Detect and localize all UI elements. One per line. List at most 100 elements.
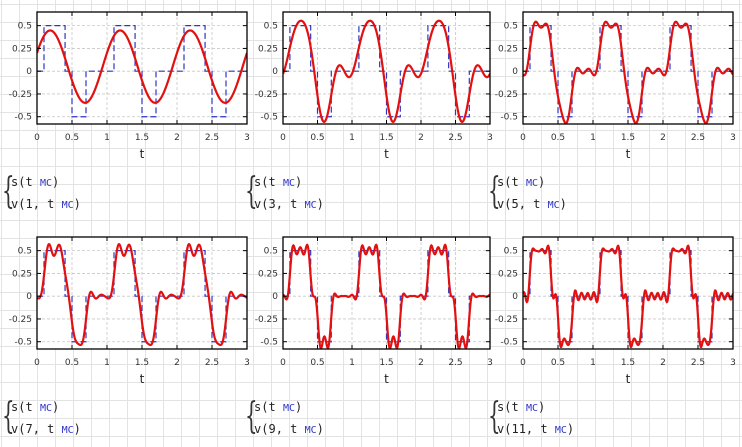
- x-tick-label: 3: [487, 133, 493, 143]
- formula-line-s: s(t MC): [11, 175, 60, 189]
- fourier-series-v: [523, 244, 733, 349]
- y-tick-label: -0.25: [9, 315, 32, 325]
- brace-icon: {: [488, 396, 501, 437]
- x-axis-label: t: [384, 372, 389, 386]
- y-tick-label: -0.25: [495, 90, 518, 100]
- formula-line-v: v(11, t MC): [497, 422, 575, 436]
- chart-svg: 0 0.5 1 1.5 2 2.5 3 0.5 0.25 0 -0.25 -0.5 t: [9, 11, 250, 161]
- x-tick-label: 1.5: [135, 358, 149, 368]
- x-axis-label: t: [140, 147, 145, 161]
- fourier-series-v: [283, 19, 490, 124]
- brace-icon: {: [245, 396, 258, 437]
- x-tick-label: 0: [520, 358, 526, 368]
- x-axis-label: t: [626, 147, 631, 161]
- y-tick-label: 0: [272, 67, 278, 77]
- y-tick-label: 0.25: [498, 44, 518, 54]
- x-tick-label: 2.5: [691, 133, 705, 143]
- x-axis-label: t: [140, 372, 145, 386]
- formula-line-v: v(1, t MC): [11, 197, 81, 211]
- y-tick-label: 0: [512, 67, 518, 77]
- y-tick-label: -0.5: [260, 338, 278, 348]
- x-tick-label: 2.5: [448, 133, 462, 143]
- formula-line-s: s(t MC): [497, 175, 546, 189]
- plot-v5[interactable]: 0 0.5 1 1.5 2 2.5 3 0.5 0.25 0 -0.25 -0.5 t: [495, 11, 736, 161]
- x-tick-label: 2: [418, 358, 424, 368]
- y-tick-label: 0.25: [258, 44, 278, 54]
- x-tick-label: 0: [34, 358, 40, 368]
- x-tick-label: 0.5: [310, 358, 324, 368]
- y-tick-label: 0.25: [12, 269, 32, 279]
- chart-svg: 0 0.5 1 1.5 2 2.5 3 0.5 0.25 0 -0.25 -0.5 t: [255, 11, 493, 161]
- x-tick-label: 0: [34, 133, 40, 143]
- plot-v3[interactable]: 0 0.5 1 1.5 2 2.5 3 0.5 0.25 0 -0.25 -0.5 t: [255, 11, 493, 161]
- x-tick-label: 3: [730, 358, 736, 368]
- x-tick-label: 2.5: [691, 358, 705, 368]
- formula-line-v: v(5, t MC): [497, 197, 567, 211]
- chart-svg: 0 0.5 1 1.5 2 2.5 3 0.5 0.25 0 -0.25 -0.5 t: [9, 236, 250, 386]
- y-tick-label: 0.5: [264, 22, 278, 32]
- y-tick-label: 0: [26, 292, 32, 302]
- y-tick-label: 0.25: [12, 44, 32, 54]
- formula-line-v: v(9, t MC): [254, 422, 324, 436]
- fourier-series-v: [523, 20, 733, 124]
- fourier-series-v: [283, 243, 490, 349]
- y-tick-label: -0.5: [500, 338, 518, 348]
- x-tick-label: 1.5: [379, 133, 393, 143]
- x-tick-label: 2.5: [205, 133, 219, 143]
- fourier-series-v: [37, 29, 247, 104]
- formula-line-v: v(3, t MC): [254, 197, 324, 211]
- formula-line-s: s(t MC): [497, 400, 546, 414]
- x-tick-label: 2.5: [205, 358, 219, 368]
- formula-line-s: s(t MC): [11, 400, 60, 414]
- y-tick-label: 0.25: [258, 269, 278, 279]
- x-tick-label: 2: [660, 133, 666, 143]
- x-axis-label: t: [384, 147, 389, 161]
- y-tick-label: 0.5: [18, 247, 32, 257]
- brace-icon: {: [2, 396, 15, 437]
- plot-v7[interactable]: 0 0.5 1 1.5 2 2.5 3 0.5 0.25 0 -0.25 -0.5 t: [9, 236, 250, 386]
- x-tick-label: 2: [418, 133, 424, 143]
- plot-v11[interactable]: 0 0.5 1 1.5 2 2.5 3 0.5 0.25 0 -0.25 -0.5 t: [495, 236, 736, 386]
- x-tick-label: 2: [660, 358, 666, 368]
- x-tick-label: 1: [590, 133, 596, 143]
- y-tick-label: -0.25: [255, 315, 278, 325]
- y-tick-label: -0.25: [9, 90, 32, 100]
- x-tick-label: 1.5: [379, 358, 393, 368]
- x-tick-label: 1: [590, 358, 596, 368]
- chart-svg: 0 0.5 1 1.5 2 2.5 3 0.5 0.25 0 -0.25 -0.5 t: [495, 11, 736, 161]
- x-tick-label: 1: [104, 133, 110, 143]
- y-tick-label: 0.25: [498, 269, 518, 279]
- y-tick-label: 0.5: [18, 22, 32, 32]
- x-tick-label: 1.5: [135, 133, 149, 143]
- x-axis-label: t: [626, 372, 631, 386]
- y-tick-label: -0.5: [260, 113, 278, 123]
- plot-v9[interactable]: 0 0.5 1 1.5 2 2.5 3 0.5 0.25 0 -0.25 -0.5 t: [255, 236, 493, 386]
- x-tick-label: 3: [244, 358, 250, 368]
- formula-line-v: v(7, t MC): [11, 422, 81, 436]
- x-tick-label: 1.5: [621, 133, 635, 143]
- y-tick-label: 0.5: [504, 22, 518, 32]
- y-tick-label: 0: [512, 292, 518, 302]
- y-tick-label: -0.5: [500, 113, 518, 123]
- x-tick-label: 1: [349, 133, 355, 143]
- x-tick-label: 0.5: [551, 358, 565, 368]
- brace-icon: {: [245, 171, 258, 212]
- x-tick-label: 2: [174, 358, 180, 368]
- fourier-series-v: [37, 243, 247, 347]
- plot-v1[interactable]: 0 0.5 1 1.5 2 2.5 3 0.5 0.25 0 -0.25 -0.5 t: [9, 11, 250, 161]
- chart-svg: 0 0.5 1 1.5 2 2.5 3 0.5 0.25 0 -0.25 -0.5 t: [495, 236, 736, 386]
- chart-svg: 0 0.5 1 1.5 2 2.5 3 0.5 0.25 0 -0.25 -0.5 t: [255, 236, 493, 386]
- brace-icon: {: [488, 171, 501, 212]
- brace-icon: {: [2, 171, 15, 212]
- x-tick-label: 3: [730, 133, 736, 143]
- x-tick-label: 1: [349, 358, 355, 368]
- x-tick-label: 0.5: [551, 133, 565, 143]
- x-tick-label: 3: [244, 133, 250, 143]
- x-tick-label: 3: [487, 358, 493, 368]
- x-tick-label: 0.5: [65, 358, 79, 368]
- x-tick-label: 2.5: [448, 358, 462, 368]
- x-tick-label: 1.5: [621, 358, 635, 368]
- x-tick-label: 0: [280, 358, 286, 368]
- y-tick-label: -0.25: [255, 90, 278, 100]
- x-tick-label: 0.5: [310, 133, 324, 143]
